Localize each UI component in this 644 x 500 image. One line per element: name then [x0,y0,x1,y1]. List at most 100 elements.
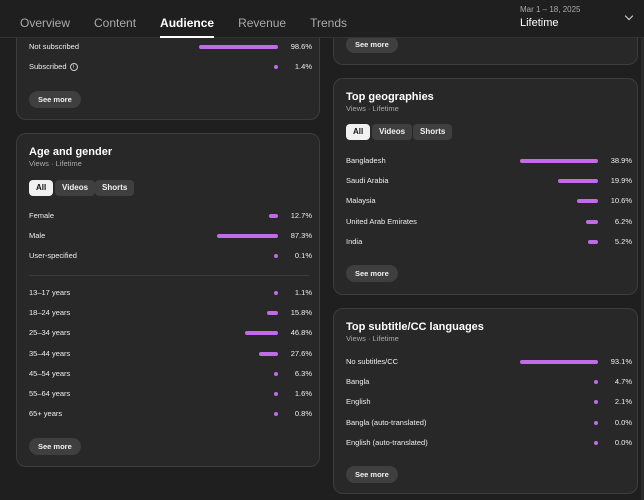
geographies-title: Top geographies [346,91,434,103]
subtitle-language-row-label: No subtitles/CC [346,357,399,366]
tab-bar: Overview Content Audience Revenue Trends [12,0,363,38]
age-gender-see-more-button[interactable]: See more [29,438,81,455]
gender-row-value: 0.1% [294,251,312,260]
age-row-value: 15.8% [290,308,312,318]
subtitle-language-row-value: 93.1% [610,357,632,366]
age-row-value: 1.6% [294,389,312,398]
previous-card-see-more-button[interactable]: See more [346,36,398,53]
geography-row-label: Saudi Arabia [346,176,389,186]
top-geographies-card: Top geographies Views · Lifetime All Vid… [333,78,638,295]
subtitle-language-row: English 2.1% [346,396,632,408]
gender-row-value: 87.3% [290,231,312,240]
age-row-label: 55–64 years [29,389,71,398]
geography-row-label: India [346,236,363,246]
age-gender-filter-shorts[interactable]: Shorts [95,180,135,196]
age-gender-filter-all[interactable]: All [29,180,54,196]
subtitle-language-row: No subtitles/CC 93.1% [346,356,632,368]
age-gender-filter-videos[interactable]: Videos [55,180,96,196]
age-bar [274,412,278,417]
subscription-see-more-button[interactable]: See more [29,91,81,108]
geographies-filter-shorts[interactable]: Shorts [413,124,453,140]
gender-row-label: User-specified [29,251,77,260]
geography-bar [585,219,598,224]
geographies-subtitle: Views · Lifetime [346,104,399,113]
geography-row: United Arab Emirates 6.2% [346,216,632,228]
age-bar [266,311,278,316]
geography-row-value: 38.9% [610,156,632,165]
age-row-label: 25–34 years [29,328,71,338]
date-range-selector[interactable]: Mar 1 – 18, 2025 Lifetime [520,5,636,35]
subtitle-language-bar [594,380,598,385]
subtitle-language-row: Bangla 4.7% [346,376,632,388]
age-row-value: 46.8% [290,328,312,338]
top-nav-bar: Overview Content Audience Revenue Trends… [0,0,644,38]
age-row: 18–24 years 15.8% [29,307,312,319]
tab-trends[interactable]: Trends [310,16,348,30]
geography-row: India 5.2% [346,236,632,248]
subtitle-language-row-label: Bangla (auto-translated) [346,417,427,427]
age-row-value: 6.3% [294,368,312,378]
subtitle-language-row-label: English [346,397,371,407]
age-gender-subtitle: Views · Lifetime [29,159,82,168]
age-bar [274,392,278,396]
subtitle-language-bar [594,420,598,425]
age-bar [245,331,278,336]
age-row-label: 45–54 years [29,368,71,378]
geography-row-value: 10.6% [610,196,632,206]
age-row-label: 13–17 years [29,288,71,297]
subtitle-language-row: Bangla (auto-translated) 0.0% [346,417,632,429]
geography-bar [576,199,598,204]
geography-bar [558,179,598,184]
age-row-label: 18–24 years [29,308,71,318]
subtitle-language-bar [594,440,598,445]
subtitle-language-row: English (auto-translated) 0.0% [346,437,632,449]
age-gender-divider [29,275,309,276]
geographies-see-more-button[interactable]: See more [346,265,398,282]
subtitle-language-row-value: 2.1% [614,397,632,407]
geography-row-value: 6.2% [614,216,632,226]
subscription-row-label: Not subscribed [29,42,80,51]
age-row-label: 35–44 years [29,348,71,358]
age-gender-title: Age and gender [29,146,113,158]
geographies-filter-videos[interactable]: Videos [372,124,413,140]
gender-row-label: Female [29,211,55,220]
gender-row: Male 87.3% [29,230,312,242]
age-bar [258,351,278,356]
geography-row-label: United Arab Emirates [346,216,417,226]
subscription-row: Not subscribed 98.6% [29,41,312,53]
tab-content[interactable]: Content [94,16,137,30]
geography-bar [587,239,598,244]
geography-bar [520,159,598,163]
subtitle-languages-card: Top subtitle/CC languages Views · Lifeti… [333,308,638,494]
date-range-label: Lifetime [520,17,559,29]
age-row: 35–44 years 27.6% [29,348,312,360]
page-scrollbar[interactable] [641,38,644,500]
subtitle-language-row-label: Bangla [346,377,370,387]
subtitles-see-more-button[interactable]: See more [346,466,398,483]
age-row-value: 1.1% [294,288,312,297]
age-bar [273,371,278,376]
age-row: 25–34 years 46.8% [29,327,312,339]
gender-bar [274,254,278,258]
gender-row: User-specified 0.1% [29,250,312,262]
gender-row-label: Male [29,231,46,240]
age-row: 45–54 years 6.3% [29,368,312,380]
subtitle-language-row-label: English (auto-translated) [346,437,428,447]
age-row: 65+ years 0.8% [29,408,312,420]
tab-audience[interactable]: Audience [152,0,222,38]
age-bar [274,291,278,295]
info-icon[interactable]: i [69,63,78,72]
tab-overview[interactable]: Overview [20,16,71,30]
tab-revenue[interactable]: Revenue [238,16,287,30]
age-row: 13–17 years 1.1% [29,287,312,299]
subscription-row-label: Subscribed i [29,61,78,73]
subtitle-language-row-value: 0.0% [614,437,632,447]
date-range-dates: Mar 1 – 18, 2025 [520,5,581,14]
subtitles-title: Top subtitle/CC languages [346,321,484,333]
geography-row-label: Bangladesh [346,156,386,165]
geography-row: Malaysia 10.6% [346,195,632,207]
gender-row-value: 12.7% [290,211,312,220]
geographies-filter-all[interactable]: All [346,124,371,140]
subscription-bar [199,45,278,49]
subtitle-language-row-value: 4.7% [614,377,632,387]
